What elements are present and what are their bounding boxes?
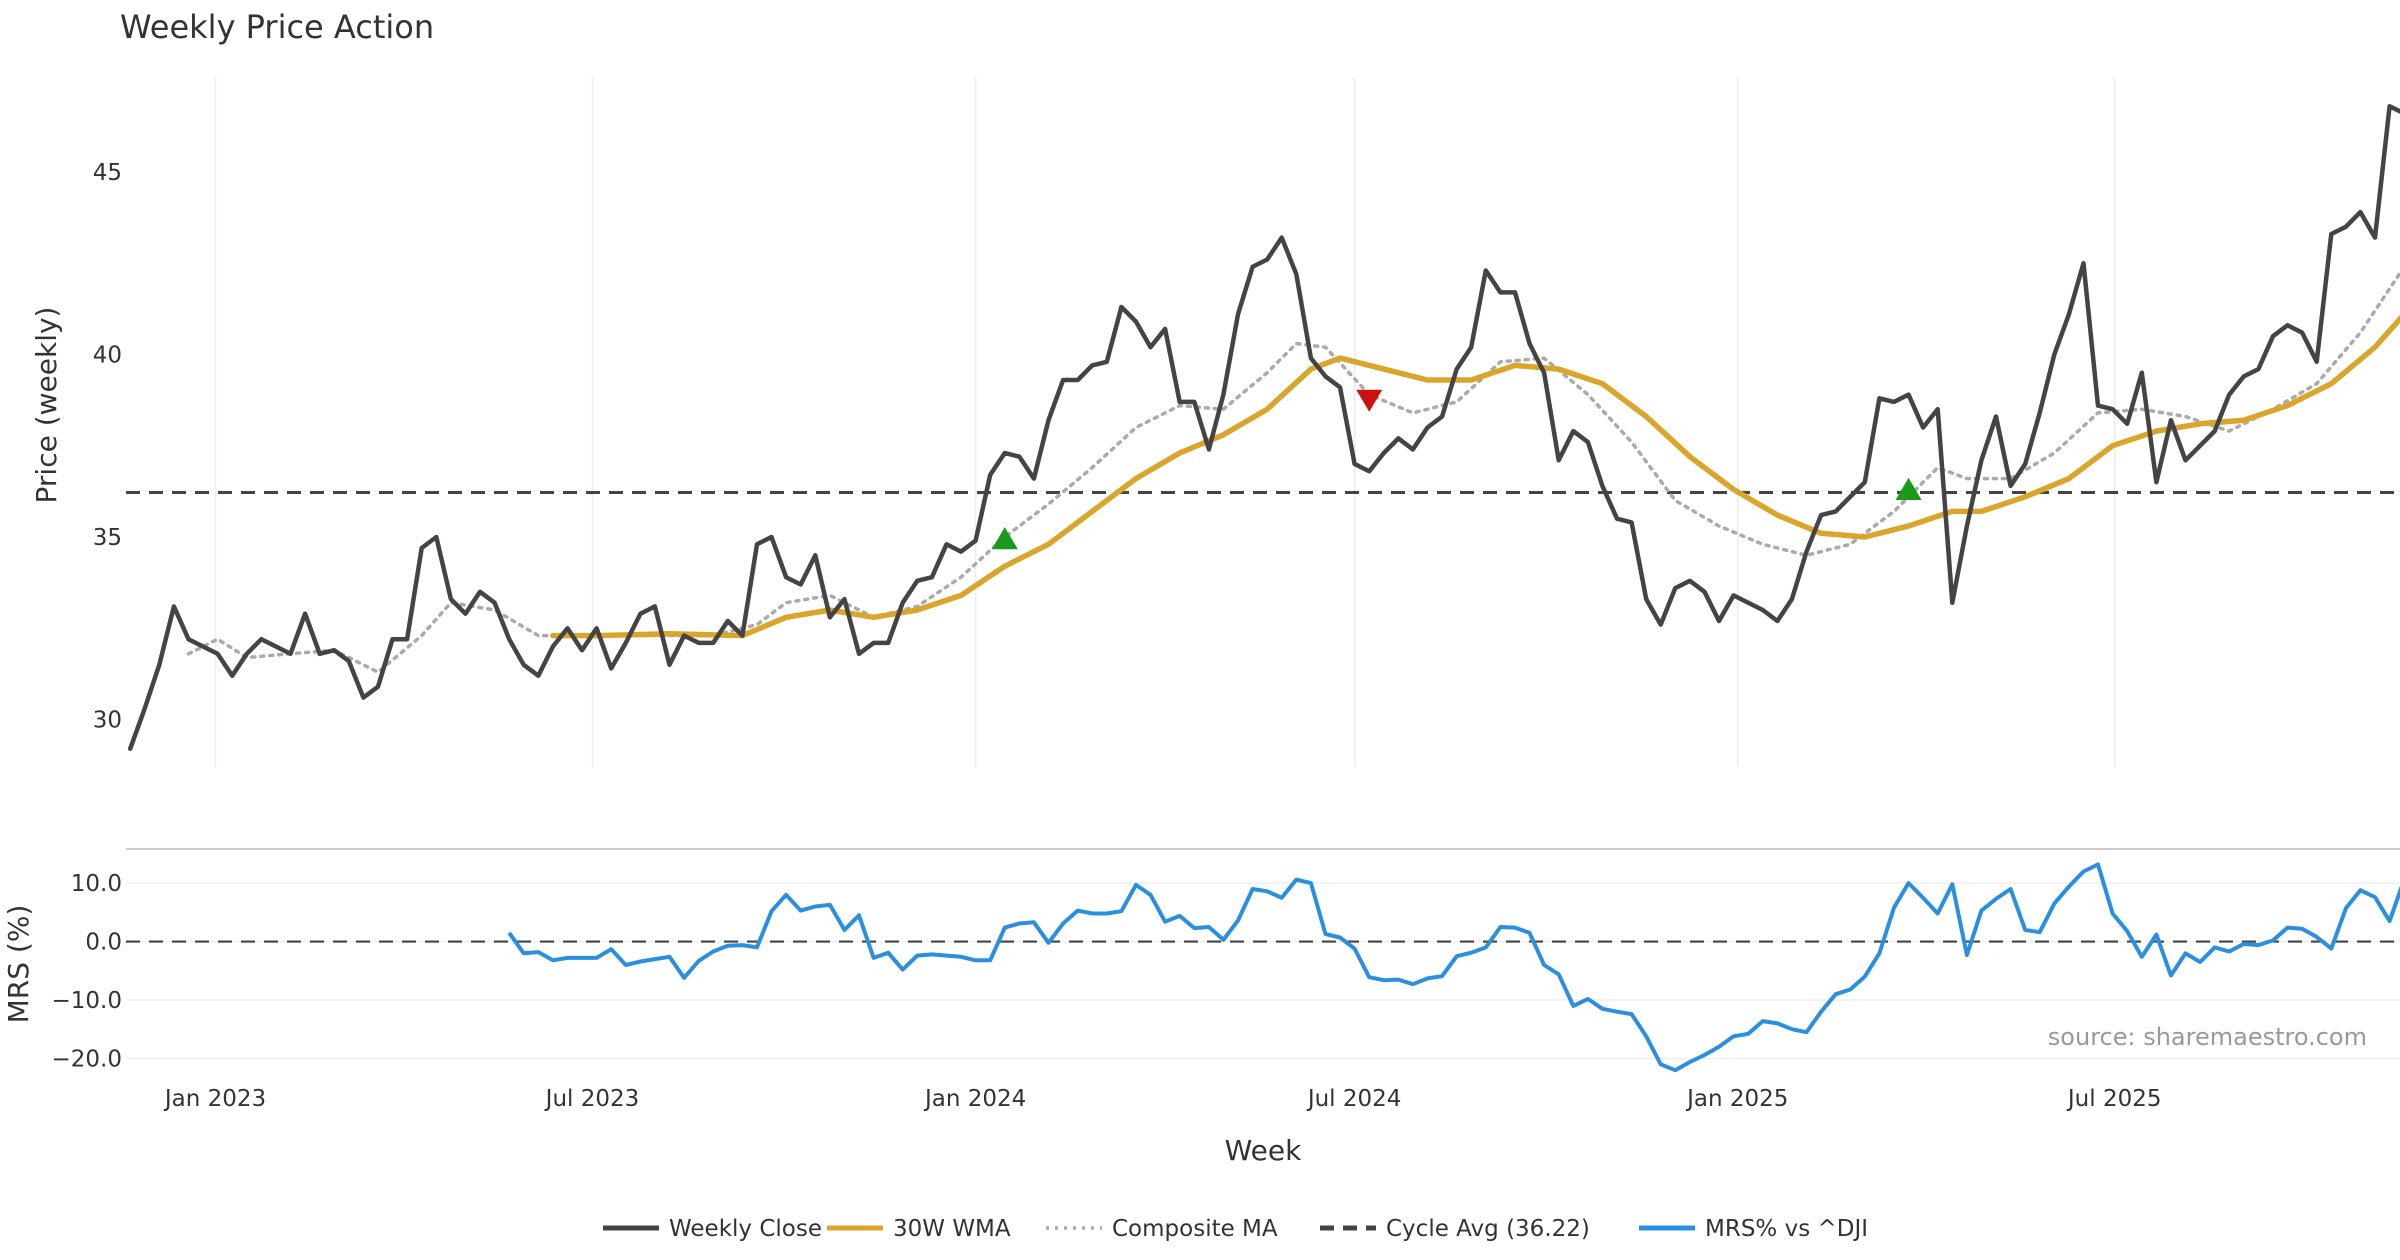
legend: Weekly Close 30W WMA Composite MA Cycle Avg… — [603, 1216, 1868, 1242]
legend-label: MRS% vs ^DJI — [1705, 1216, 1868, 1242]
legend-item: Cycle Avg (36.22) — [1320, 1216, 1590, 1242]
price-y-tick-label: 35 — [93, 525, 122, 551]
x-tick-label: Jan 2025 — [1685, 1086, 1788, 1112]
price-y-tick-label: 40 — [93, 342, 122, 368]
legend-label: Weekly Close — [669, 1216, 822, 1242]
chart-title: Weekly Price Action — [120, 8, 434, 46]
price-gridlines — [214, 77, 2116, 767]
price-y-tick-label: 45 — [93, 160, 122, 186]
mrs-y-ticks: 10.0 0.0 −10.0 −20.0 — [52, 871, 122, 1072]
x-tick-label: Jul 2023 — [544, 1086, 640, 1112]
legend-label: 30W WMA — [893, 1216, 1011, 1242]
x-tick-label: Jan 2024 — [923, 1086, 1026, 1112]
mrs-y-axis-label: MRS (%) — [2, 905, 35, 1024]
signal-markers — [991, 389, 1922, 550]
mrs-y-tick-label: 10.0 — [71, 871, 122, 897]
mrs-panel: 10.0 0.0 −10.0 −20.0 MRS (%) source: sharem… — [2, 848, 2400, 1073]
composite-ma-line — [186, 269, 2400, 674]
sell-signal-marker — [1356, 389, 1383, 412]
price-y-ticks: 30 35 40 45 — [93, 160, 122, 734]
x-axis-label: Week — [1225, 1134, 1302, 1167]
mrs-y-tick-label: −20.0 — [52, 1046, 122, 1072]
x-axis-ticks: Jan 2023 Jul 2023 Jan 2024 Jul 2024 Jan 2025… — [163, 1086, 2162, 1112]
legend-item: MRS% vs ^DJI — [1639, 1216, 1868, 1242]
wma-30w-line — [550, 314, 2400, 639]
x-tick-label: Jul 2024 — [1306, 1086, 1402, 1112]
price-y-axis-label: Price (weekly) — [30, 307, 63, 504]
source-annotation: source: sharemaestro.com — [2048, 1023, 2367, 1051]
weekly-close-line — [127, 103, 2400, 751]
buy-signal-marker — [1895, 477, 1922, 500]
x-tick-label: Jan 2023 — [163, 1086, 266, 1112]
mrs-y-tick-label: 0.0 — [85, 930, 122, 956]
price-y-tick-label: 30 — [93, 708, 122, 734]
x-tick-label: Jul 2025 — [2066, 1086, 2162, 1112]
price-panel: 30 35 40 45 Price (weekly) — [30, 77, 2400, 767]
legend-label: Composite MA — [1112, 1216, 1278, 1242]
legend-item: 30W WMA — [827, 1216, 1011, 1242]
mrs-line — [507, 862, 2400, 1073]
legend-label: Cycle Avg (36.22) — [1386, 1216, 1590, 1242]
mrs-y-tick-label: −10.0 — [52, 988, 122, 1014]
buy-signal-marker — [991, 527, 1018, 550]
legend-item: Composite MA — [1046, 1216, 1278, 1242]
legend-item: Weekly Close — [603, 1216, 822, 1242]
